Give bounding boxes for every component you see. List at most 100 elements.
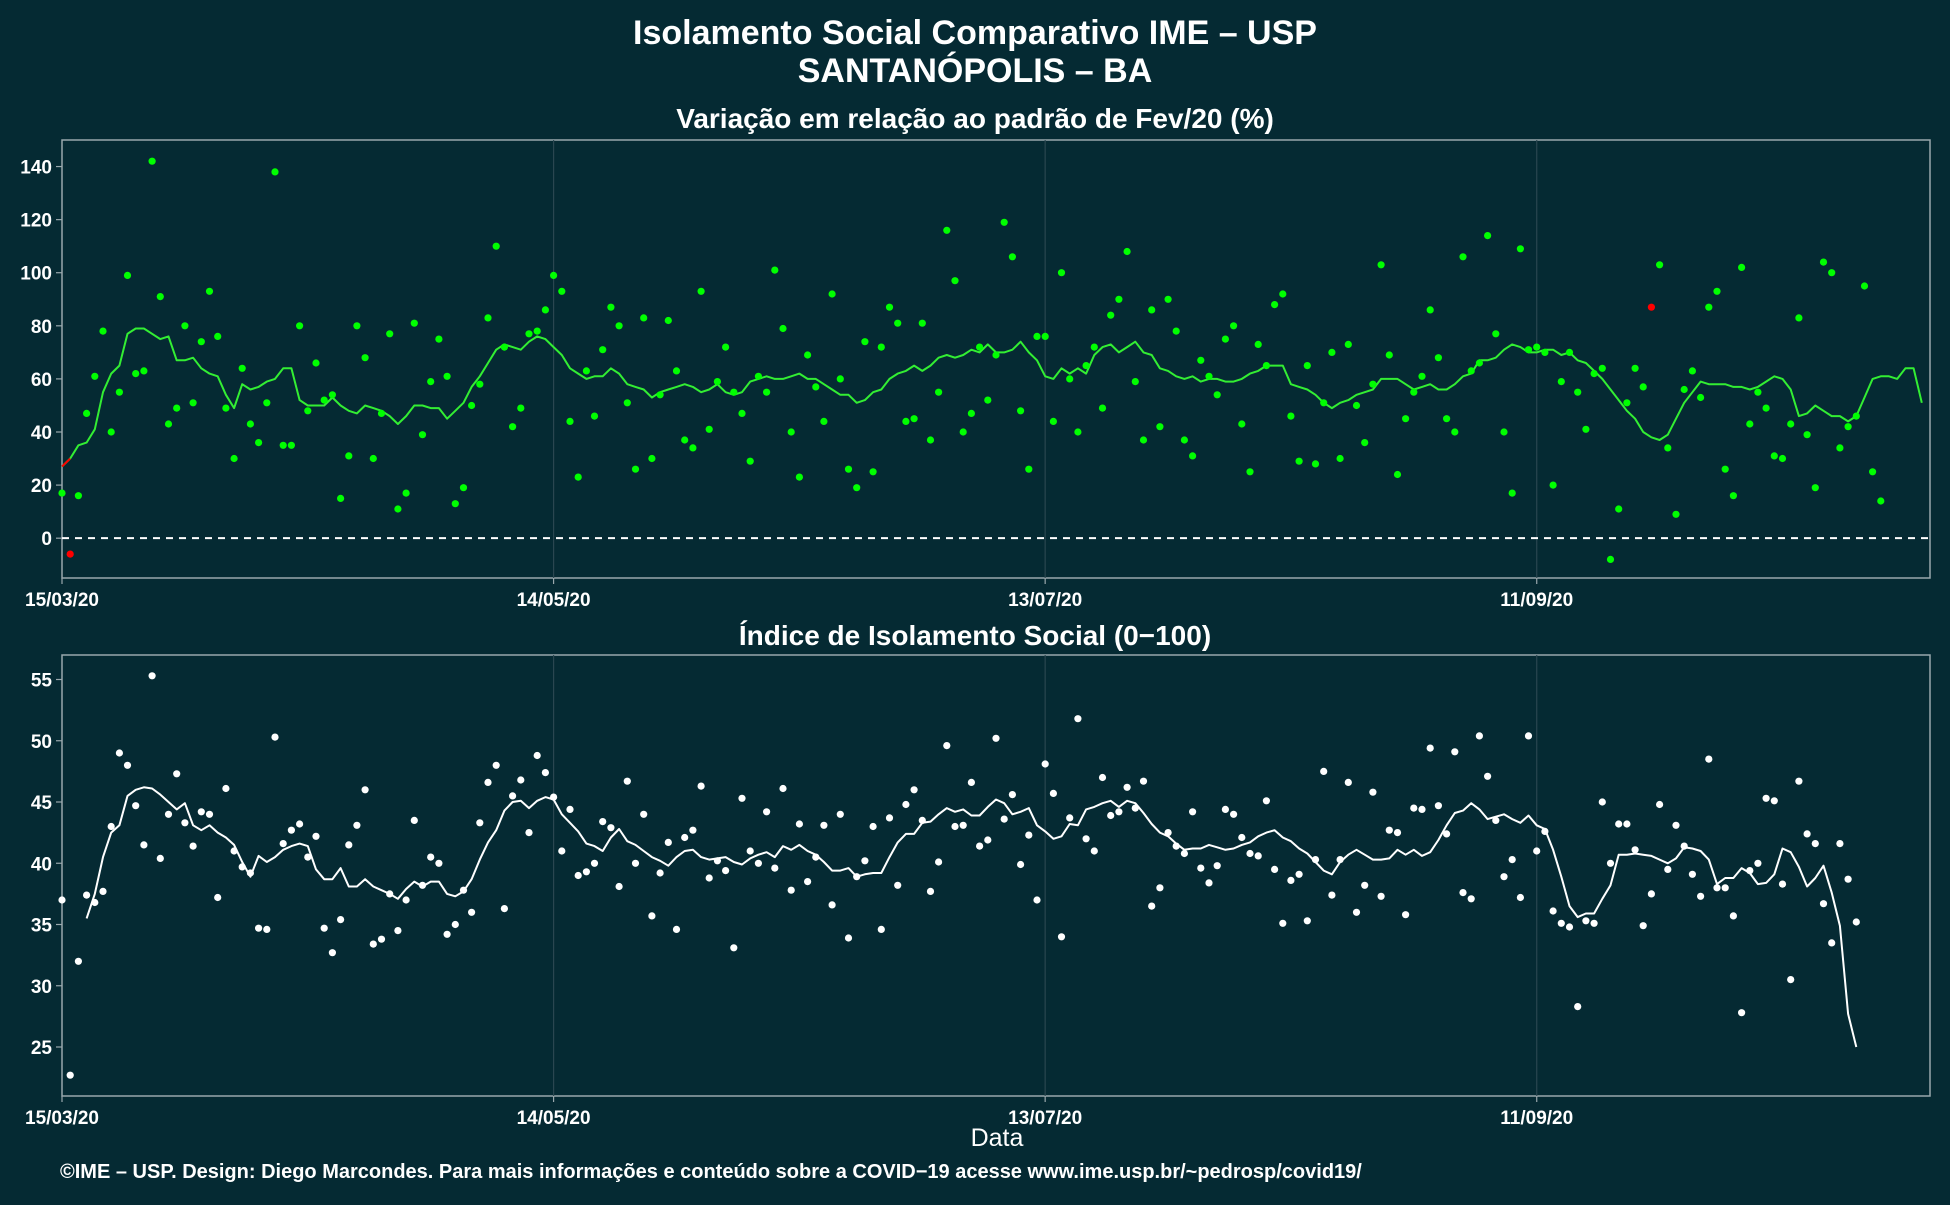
data-point <box>1246 849 1254 858</box>
data-point <box>713 857 722 865</box>
data-point <box>1639 922 1647 930</box>
data-point <box>74 492 82 500</box>
data-point <box>410 319 418 327</box>
data-point <box>1180 849 1188 858</box>
data-point <box>566 805 574 814</box>
data-point <box>74 957 82 965</box>
data-point <box>1295 870 1303 878</box>
data-point <box>246 420 254 428</box>
data-point <box>1066 375 1074 383</box>
data-point <box>1754 859 1762 867</box>
data-point <box>1197 356 1205 364</box>
data-point <box>1107 311 1115 319</box>
variation-panel: 0 20 40 60 80 100 120 140 15/03/20 14/05/20 13/07/… <box>20 139 1931 611</box>
data-point <box>222 784 230 793</box>
data-point <box>1115 295 1123 303</box>
data-point <box>1213 391 1221 399</box>
data-point <box>1393 470 1402 479</box>
data-point <box>1787 976 1795 984</box>
data-point <box>1156 423 1164 431</box>
data-point <box>1688 870 1696 878</box>
data-point <box>648 912 656 920</box>
data-point <box>246 869 254 877</box>
data-point <box>1688 367 1696 375</box>
data-point <box>1631 846 1639 854</box>
data-point <box>508 792 517 800</box>
data-point <box>451 920 459 929</box>
y-tick-label: 100 <box>20 264 52 285</box>
data-point <box>902 417 910 425</box>
data-point <box>787 886 795 894</box>
y-tick-label: 140 <box>20 158 52 179</box>
data-point <box>123 761 132 769</box>
data-point <box>1574 388 1582 396</box>
data-point <box>1221 805 1229 814</box>
data-point <box>279 840 287 848</box>
data-point <box>304 853 312 861</box>
data-point <box>337 494 345 502</box>
plot-area <box>61 654 1931 1097</box>
data-point <box>1533 847 1541 855</box>
data-point <box>427 853 435 861</box>
data-point <box>656 391 664 399</box>
data-point <box>287 826 295 834</box>
data-point <box>541 769 550 777</box>
data-point <box>1860 282 1869 290</box>
data-point <box>967 778 976 787</box>
data-point <box>197 808 205 816</box>
data-point <box>1352 908 1361 916</box>
data-point <box>1271 301 1279 309</box>
data-point <box>140 367 148 375</box>
data-point <box>1148 306 1156 314</box>
data-point <box>1516 893 1524 902</box>
data-point <box>1623 820 1631 828</box>
data-point <box>263 925 271 934</box>
data-point <box>1484 772 1492 780</box>
data-point <box>1746 867 1754 875</box>
data-point <box>1221 335 1229 343</box>
data-point <box>312 832 320 840</box>
data-point <box>1549 481 1557 489</box>
data-point <box>1402 415 1410 423</box>
data-point <box>1451 428 1459 436</box>
data-point <box>1541 827 1549 836</box>
data-point <box>746 847 754 855</box>
isolation-index-panel: 25 30 35 40 45 50 55 15/03/20 14/05/20 13/07/20 11… <box>25 654 1931 1129</box>
data-point <box>1565 923 1574 931</box>
data-point <box>83 409 91 417</box>
data-point <box>1098 773 1107 782</box>
data-point <box>1172 842 1180 850</box>
data-point <box>885 814 894 822</box>
data-point <box>66 550 74 558</box>
data-point <box>1369 788 1377 796</box>
data-point <box>1279 290 1287 298</box>
data-point <box>1139 777 1148 785</box>
data-point <box>1795 777 1803 785</box>
data-point <box>328 391 336 399</box>
data-point <box>795 473 804 481</box>
data-point <box>1508 489 1516 497</box>
data-point <box>1656 800 1664 809</box>
data-point <box>1844 875 1852 883</box>
data-point <box>550 793 558 801</box>
data-point <box>443 372 451 380</box>
data-point <box>1271 865 1279 874</box>
data-point <box>1778 880 1787 888</box>
data-point <box>1049 789 1057 798</box>
data-point <box>1598 798 1606 806</box>
data-point <box>713 378 722 386</box>
data-point <box>279 441 287 449</box>
data-point <box>705 874 713 882</box>
data-point <box>1738 1009 1746 1017</box>
data-point <box>353 322 361 330</box>
data-point <box>1000 815 1008 823</box>
data-point <box>910 415 918 423</box>
data-point <box>58 896 66 904</box>
data-point <box>877 343 885 351</box>
data-point <box>205 287 214 295</box>
data-point <box>1057 269 1066 277</box>
data-point <box>1803 431 1811 439</box>
data-point <box>459 886 468 894</box>
data-point <box>574 871 582 880</box>
data-point <box>722 867 730 875</box>
